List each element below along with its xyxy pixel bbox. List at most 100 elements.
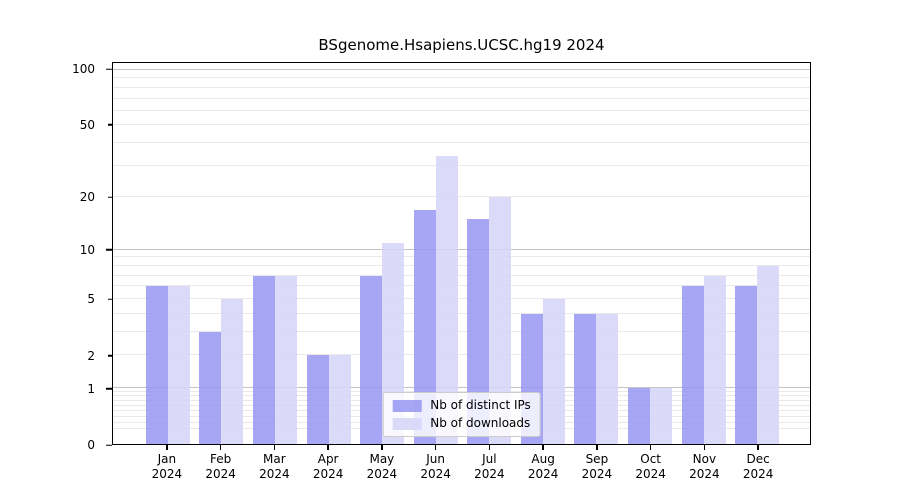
y-tick-mark (108, 298, 112, 300)
x-tick-mark (219, 445, 222, 450)
x-tick-year-label: 2024 (581, 467, 613, 481)
x-tick-jun: Jun 2024 (409, 445, 463, 482)
bar-group-aug (516, 63, 570, 444)
downloads-bar (489, 197, 512, 444)
y-tick-label: 2 (87, 348, 95, 363)
x-tick-month-label: May (369, 452, 395, 466)
x-tick-mark (703, 445, 706, 450)
x-tick-year-label: 2024 (420, 467, 451, 481)
distinct-ips-bar (199, 331, 222, 444)
y-tick-mark (106, 444, 112, 446)
x-tick-year-label: 2024 (689, 467, 720, 481)
bar-group-jul (462, 63, 516, 444)
bar-group-jun (409, 63, 463, 444)
x-tick-mark (381, 445, 383, 450)
bar-group-sep (570, 63, 624, 444)
x-tick-month-label: Jun (426, 452, 445, 466)
x-tick-month-label: Apr (317, 452, 339, 466)
y-tick-label: 0 (87, 438, 95, 452)
x-tick-sep: Sep 2024 (570, 445, 624, 482)
x-tick-year-label: 2024 (474, 467, 505, 481)
distinct-ips-bar (735, 286, 758, 444)
bar-pair (199, 63, 244, 444)
y-axis: 0 1 2 5 10 20 50 100 (0, 62, 112, 451)
distinct-ips-bar (627, 387, 650, 444)
bar-pair (360, 63, 405, 444)
bar-group-feb (195, 63, 249, 444)
x-tick-jan: Jan 2024 (140, 445, 194, 482)
major-gridline (113, 248, 810, 250)
minor-gridline (113, 274, 810, 276)
distinct-ips-bar (306, 354, 329, 444)
x-tick-apr: Apr 2024 (301, 445, 355, 482)
legend-label-distinct-ips: Nb of distinct IPs (430, 398, 531, 412)
downloads-bar (757, 265, 780, 444)
x-tick-jul: Jul 2024 (463, 445, 517, 482)
x-tick-month-label: Jan (157, 452, 177, 466)
y-tick-label: 10 (79, 242, 95, 257)
distinct-ips-bar (681, 286, 704, 444)
x-tick-year-label: 2024 (312, 467, 344, 481)
x-axis: Jan 2024 Feb 2024 Mar 2024 Apr 2024 May 2024 Jun 20… (112, 445, 811, 482)
plot-area: Nb of distinct IPs Nb of downloads (112, 62, 811, 445)
minor-gridline (113, 86, 810, 88)
legend: Nb of distinct IPs Nb of downloads (382, 392, 541, 437)
x-tick-month-label: Mar (263, 452, 286, 466)
minor-gridline (113, 97, 810, 99)
x-tick-year-label: 2024 (527, 467, 559, 481)
y-tick-mark (108, 354, 112, 357)
minor-gridline (113, 297, 810, 299)
minor-gridline (113, 124, 810, 126)
x-tick-year-label: 2024 (742, 467, 774, 481)
bar-group-dec (730, 63, 784, 444)
distinct-ips-bar (467, 219, 490, 444)
y-tick-mark (108, 196, 112, 198)
bar-pair (413, 63, 458, 444)
distinct-ips-bar (413, 209, 436, 444)
distinct-ips-bar (252, 275, 275, 444)
bar-pair (735, 63, 780, 444)
bar-pair (467, 63, 512, 444)
bar-group-apr (302, 63, 356, 444)
legend-item-distinct-ips: Nb of distinct IPs (392, 399, 531, 412)
bar-pair (574, 63, 619, 444)
bar-pair (627, 63, 672, 444)
minor-gridline (113, 264, 810, 266)
minor-gridline (113, 77, 810, 79)
y-tick-label: 1 (87, 381, 95, 396)
legend-item-downloads: Nb of downloads (392, 417, 531, 430)
minor-gridline (113, 142, 810, 144)
minor-gridline (113, 353, 810, 355)
minor-gridline (113, 256, 810, 258)
minor-gridline (113, 164, 810, 166)
y-tick-label: 20 (79, 190, 95, 205)
minor-gridline (113, 391, 810, 392)
distinct-ips-bar (145, 286, 168, 444)
downloads-bar (596, 313, 619, 444)
x-tick-mark (434, 445, 437, 450)
bar-pair (681, 63, 726, 444)
x-tick-year-label: 2024 (259, 467, 290, 481)
x-tick-month-label: Nov (692, 452, 717, 466)
y-tick-mark (106, 68, 112, 70)
bar-group-nov (677, 63, 731, 444)
downloads-series-swatch-icon (392, 417, 422, 430)
x-tick-year-label: 2024 (366, 467, 398, 481)
downloads-bar (328, 354, 351, 444)
downloads-bar (221, 298, 244, 444)
bar-pair (145, 63, 190, 444)
bar-pair (306, 63, 351, 444)
y-tick-label: 100 (72, 62, 95, 77)
minor-gridline (113, 109, 810, 111)
y-tick-mark (108, 123, 112, 126)
y-tick-mark (106, 248, 112, 251)
y-tick-mark (106, 387, 112, 390)
downloads-bar (703, 275, 726, 444)
x-tick-feb: Feb 2024 (194, 445, 248, 482)
x-tick-year-label: 2024 (205, 467, 236, 481)
x-tick-month-label: Dec (746, 452, 770, 466)
y-tick-label: 50 (79, 117, 95, 132)
downloads-bar (542, 298, 565, 444)
x-tick-month-label: Sep (585, 452, 609, 466)
